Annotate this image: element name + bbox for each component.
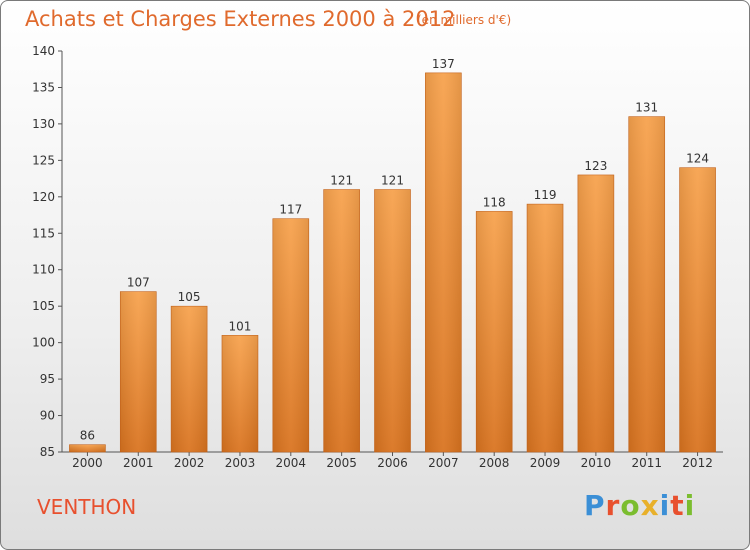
bar-shade-2006 bbox=[374, 189, 411, 452]
data-labels-group: 86 107 105 101 117 121 121 137 118 119 123 131 124 bbox=[80, 57, 709, 443]
y-tick-label: 125 bbox=[32, 153, 55, 167]
bar-shade-2010 bbox=[577, 174, 614, 453]
bars-group bbox=[69, 72, 716, 453]
x-tick-label: 2011 bbox=[631, 456, 662, 470]
y-tick-label: 140 bbox=[32, 44, 55, 58]
x-tick-label: 2000 bbox=[72, 456, 103, 470]
bar-shade-2009 bbox=[527, 204, 564, 452]
y-tick-label: 120 bbox=[32, 190, 55, 204]
bar-shade-2005 bbox=[323, 189, 360, 452]
y-tick-label: 110 bbox=[32, 263, 55, 277]
data-label-2000: 86 bbox=[80, 429, 95, 443]
x-tick-label: 2012 bbox=[682, 456, 713, 470]
bar-shade-2008 bbox=[476, 211, 513, 452]
bar-shade-2007 bbox=[425, 72, 462, 452]
y-tick-label: 135 bbox=[32, 80, 55, 94]
bar-shade-2011 bbox=[628, 116, 665, 453]
y-tick-label: 115 bbox=[32, 226, 55, 240]
y-tick-label: 105 bbox=[32, 299, 55, 313]
data-label-2008: 118 bbox=[483, 195, 506, 209]
data-label-2001: 107 bbox=[127, 276, 150, 290]
x-tick-label: 2001 bbox=[123, 456, 154, 470]
proxiti-logo: Proxiti bbox=[584, 489, 696, 522]
x-tick-label: 2003 bbox=[225, 456, 256, 470]
y-tick-label: 95 bbox=[40, 372, 55, 386]
chart-title: Achats et Charges Externes 2000 à 2012 bbox=[25, 7, 456, 31]
data-label-2004: 117 bbox=[279, 203, 302, 217]
data-label-2006: 121 bbox=[381, 174, 404, 188]
x-tick-label: 2008 bbox=[479, 456, 510, 470]
y-tick-label: 100 bbox=[32, 336, 55, 350]
x-tick-label: 2006 bbox=[377, 456, 408, 470]
place-name: VENTHON bbox=[37, 495, 137, 519]
data-label-2011: 131 bbox=[635, 101, 658, 115]
x-tick-label: 2007 bbox=[428, 456, 459, 470]
data-label-2005: 121 bbox=[330, 174, 353, 188]
chart-subtitle: (en milliers d'€) bbox=[417, 13, 512, 27]
bar-shade-2003 bbox=[221, 335, 258, 452]
data-label-2007: 137 bbox=[432, 57, 455, 71]
y-tick-label: 90 bbox=[40, 409, 55, 423]
y-tick-label: 130 bbox=[32, 117, 55, 131]
bar-shade-2004 bbox=[272, 218, 309, 452]
x-tick-label: 2005 bbox=[326, 456, 357, 470]
bar-shade-2000 bbox=[69, 444, 106, 452]
x-tick-label: 2002 bbox=[174, 456, 205, 470]
bar-shade-2002 bbox=[171, 306, 208, 452]
data-label-2002: 105 bbox=[178, 290, 201, 304]
data-label-2012: 124 bbox=[686, 152, 709, 166]
x-tick-label: 2004 bbox=[276, 456, 307, 470]
bar-shade-2012 bbox=[679, 167, 716, 452]
bar-shade-2001 bbox=[120, 291, 157, 452]
data-label-2003: 101 bbox=[229, 319, 252, 333]
data-label-2010: 123 bbox=[584, 159, 607, 173]
axes: 85 90 95 100 105 110 115 120 125 130 135 140 2000 200… bbox=[32, 44, 723, 470]
data-label-2009: 119 bbox=[534, 188, 557, 202]
x-tick-label: 2010 bbox=[581, 456, 612, 470]
y-tick-label: 85 bbox=[40, 445, 55, 459]
x-tick-label: 2009 bbox=[530, 456, 561, 470]
